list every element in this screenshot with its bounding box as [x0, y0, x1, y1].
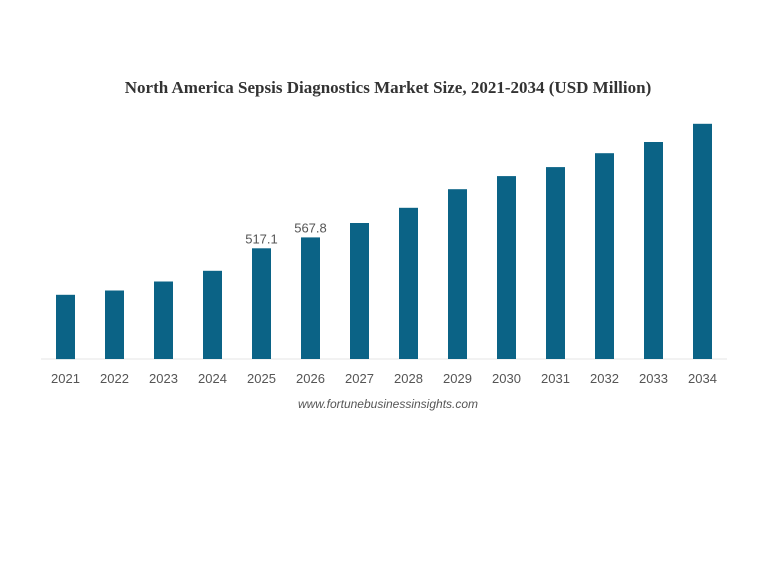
- x-tick-labels: 2021 2022 2023 2024 2025 2026 2027 2028 2029 2030…: [51, 371, 717, 386]
- bar-2033: [644, 142, 663, 359]
- x-tick-label-2030: 2030: [492, 371, 521, 386]
- bar-2023: [154, 281, 173, 359]
- bar-2026: [301, 237, 320, 359]
- bar-2032: [595, 153, 614, 359]
- bar-2025: [252, 248, 271, 359]
- x-tick-label-2021: 2021: [51, 371, 80, 386]
- chart-title: North America Sepsis Diagnostics Market …: [124, 78, 652, 97]
- data-label-2025: 517.1: [245, 231, 278, 246]
- x-tick-label-2025: 2025: [247, 371, 276, 386]
- x-tick-label-2023: 2023: [149, 371, 178, 386]
- bar-2027: [350, 223, 369, 359]
- x-tick-label-2026: 2026: [296, 371, 325, 386]
- bars-group: [56, 123, 712, 360]
- x-tick-label-2032: 2032: [590, 371, 619, 386]
- data-labels-group: 517.1 567.8: [245, 220, 327, 246]
- bar-2031: [546, 167, 565, 359]
- x-tick-label-2029: 2029: [443, 371, 472, 386]
- bar-2022: [105, 290, 124, 359]
- bar-2028: [399, 207, 418, 359]
- bar-2030: [497, 176, 516, 359]
- x-tick-label-2034: 2034: [688, 371, 717, 386]
- data-label-2026: 567.8: [294, 220, 327, 235]
- bar-2021: [56, 294, 75, 360]
- bar-2024: [203, 270, 222, 359]
- x-tick-label-2027: 2027: [345, 371, 374, 386]
- source-credit: www.fortunebusinessinsights.com: [297, 397, 479, 411]
- x-tick-label-2033: 2033: [639, 371, 668, 386]
- x-tick-label-2024: 2024: [198, 371, 227, 386]
- bar-2029: [448, 189, 467, 359]
- x-tick-label-2028: 2028: [394, 371, 423, 386]
- bar-2034: [693, 123, 712, 359]
- x-tick-label-2022: 2022: [100, 371, 129, 386]
- x-tick-label-2031: 2031: [541, 371, 570, 386]
